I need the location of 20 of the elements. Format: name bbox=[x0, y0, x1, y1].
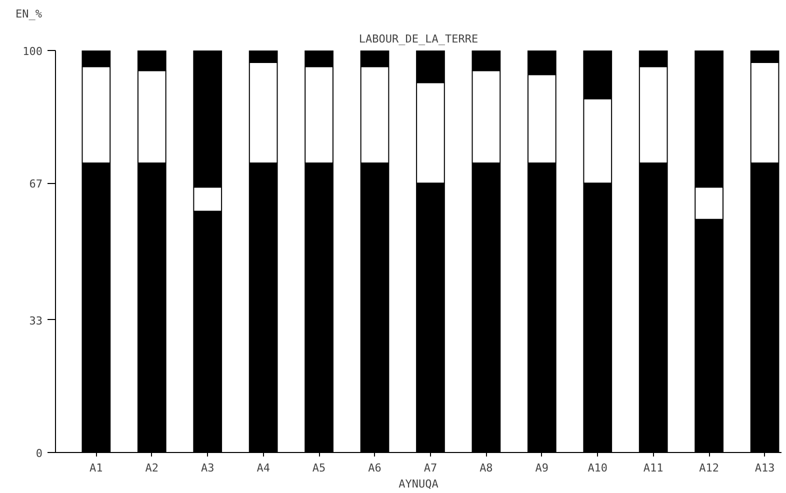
x-tick-label: A6 bbox=[368, 462, 382, 474]
x-tick-label: A1 bbox=[90, 462, 103, 474]
y-tick-label: 100 bbox=[22, 45, 43, 58]
y-axis-title: EN_% bbox=[16, 8, 42, 20]
x-tick-label: A12 bbox=[699, 462, 720, 474]
x-axis-title: AYNUQA bbox=[398, 478, 439, 490]
x-tick-label: A9 bbox=[535, 462, 549, 474]
x-tick-label: A7 bbox=[424, 462, 438, 474]
x-tick-label: A13 bbox=[754, 462, 775, 474]
x-tick-label: A2 bbox=[145, 462, 159, 474]
x-tick-label: A11 bbox=[643, 462, 664, 474]
y-tick-label: 67 bbox=[29, 178, 43, 191]
y-tick-label: 33 bbox=[29, 314, 43, 328]
chart-title: LABOUR_DE_LA_TERRE bbox=[358, 32, 478, 46]
x-tick-label: A5 bbox=[312, 462, 326, 474]
x-tick-label: A4 bbox=[256, 462, 270, 474]
y-tick-label: 0 bbox=[36, 447, 42, 460]
x-tick-label: A10 bbox=[588, 462, 608, 474]
x-tick-label: A8 bbox=[480, 462, 493, 474]
x-tick-label: A3 bbox=[200, 462, 214, 474]
